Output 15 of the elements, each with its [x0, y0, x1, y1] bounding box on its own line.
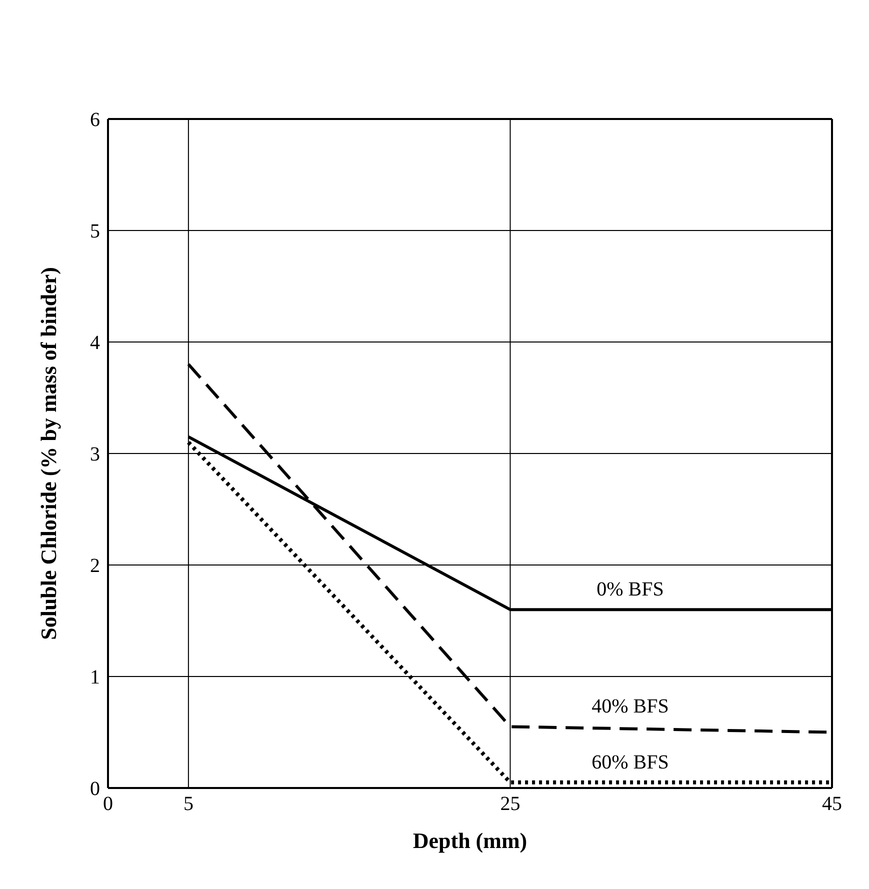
- y-axis-title: Soluble Chloride (% by mass of binder): [36, 267, 61, 640]
- x-tick-label: 25: [500, 793, 520, 816]
- series-label: 40% BFS: [592, 696, 669, 718]
- y-tick-label: 0: [90, 778, 100, 800]
- x-tick-label: 5: [183, 793, 194, 816]
- y-tick-label: 6: [90, 109, 100, 132]
- y-tick-label: 1: [90, 666, 100, 689]
- y-tick-label: 2: [90, 555, 100, 578]
- x-tick-label: 45: [822, 793, 842, 816]
- y-tick-label: 3: [90, 444, 100, 466]
- series-label: 60% BFS: [592, 751, 669, 774]
- series-label: 0% BFS: [596, 578, 664, 601]
- y-tick-label: 4: [90, 332, 100, 354]
- y-tick-label: 5: [90, 220, 100, 243]
- x-axis-title: Depth (mm): [412, 828, 528, 853]
